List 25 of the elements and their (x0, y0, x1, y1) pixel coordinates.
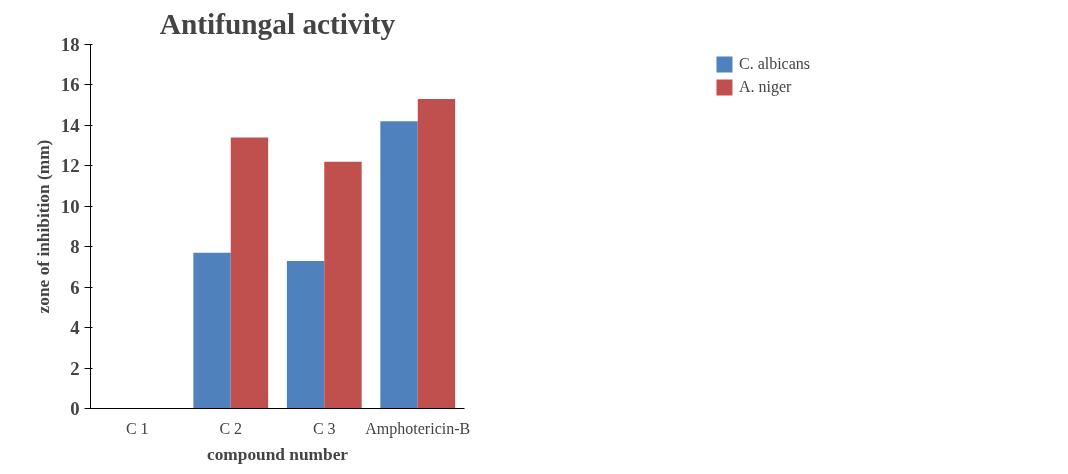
x-tick-label: Amphotericin-B (365, 419, 471, 438)
y-tick-label: 8 (70, 236, 80, 258)
bar (193, 252, 231, 409)
legend-label: C. albicans (738, 55, 811, 73)
y-axis-title: zone of inhibition (mm) (33, 139, 53, 314)
y-tick-label: 6 (70, 276, 80, 298)
bar (324, 161, 362, 409)
y-tick-label: 12 (60, 155, 80, 177)
y-tick-label: 18 (60, 34, 80, 55)
y-tick-label: 4 (70, 317, 80, 339)
x-axis-title: compound number (206, 444, 349, 464)
x-tick-label: C 3 (312, 419, 336, 437)
y-tick-label: 16 (60, 74, 80, 96)
bar (286, 260, 325, 409)
bar (380, 121, 418, 409)
x-tick-label: C 2 (219, 419, 243, 437)
chart-title: Antifungal activity (159, 7, 396, 40)
y-tick-label: 0 (70, 398, 80, 419)
y-tick-label: 10 (60, 195, 80, 217)
legend-label: A. niger (738, 78, 792, 96)
x-tick-label: C 1 (125, 419, 149, 437)
bar (417, 99, 456, 409)
y-tick-label: 2 (70, 357, 80, 379)
y-tick-label: 14 (60, 114, 80, 136)
bar (230, 137, 269, 409)
